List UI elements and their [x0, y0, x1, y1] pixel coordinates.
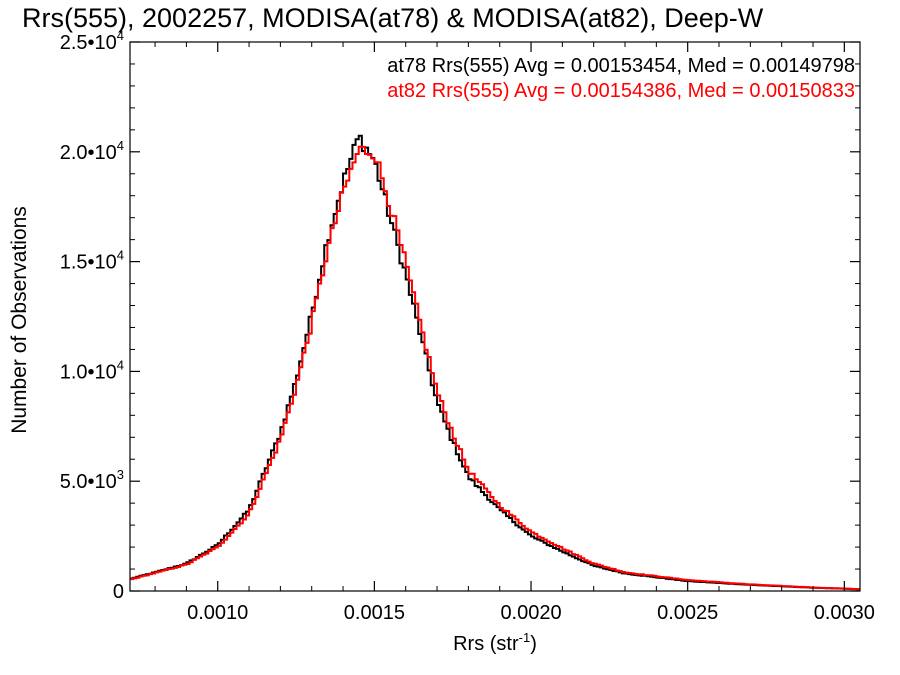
x-axis-label-base: Rrs (str: [453, 633, 519, 655]
y-tick-label: 1.5•104: [60, 248, 124, 274]
y-tick-label: 0: [113, 581, 124, 603]
series-at82-line: [130, 145, 860, 591]
x-tick-label: 0.0015: [344, 602, 405, 624]
chart-title: Rrs(555), 2002257, MODISA(at78) & MODISA…: [22, 3, 764, 33]
series-at78-line: [130, 134, 860, 591]
y-ticks-group: 0 5.0•103 1.0•104 1.5•104 2.0•104 2.5•104: [60, 28, 860, 603]
x-ticks-group: 0.0010 0.0015 0.0020 0.0025 0.0030: [154, 42, 875, 624]
y-tick-label: 1.0•104: [60, 357, 124, 383]
x-tick-label: 0.0020: [500, 602, 561, 624]
plot-frame: [129, 41, 861, 592]
x-tick-label: 0.0030: [814, 602, 875, 624]
series-group: [130, 134, 860, 591]
x-tick-label: 0.0025: [657, 602, 718, 624]
y-axis-label: Number of Observations: [8, 206, 31, 434]
y-tick-label: 2.5•104: [60, 28, 124, 54]
annotation-at78: at78 Rrs(555) Avg = 0.00153454, Med = 0.…: [387, 55, 855, 77]
y-tick-label: 2.0•104: [60, 138, 124, 164]
x-axis-label-end: ): [530, 633, 537, 655]
y-tick-label: 5.0•103: [60, 467, 124, 493]
x-tick-label: 0.0010: [187, 602, 248, 624]
annotation-at82: at82 Rrs(555) Avg = 0.00154386, Med = 0.…: [387, 80, 855, 102]
x-axis-label: Rrs (str-1): [453, 630, 537, 655]
x-axis-label-sup: -1: [519, 630, 531, 645]
